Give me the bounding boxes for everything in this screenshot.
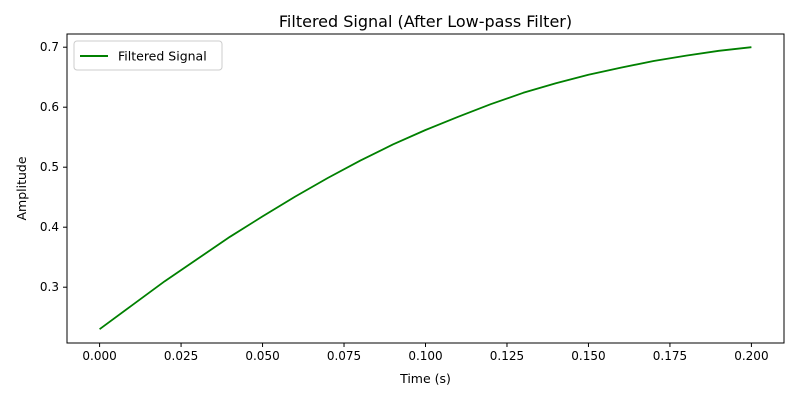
y-axis-label: Amplitude [14, 156, 29, 220]
legend-box [73, 40, 223, 71]
x-tick-label: 0.200 [734, 349, 768, 363]
series-line-filtered-signal [99, 46, 752, 330]
y-tick-label: 0.6 [40, 100, 59, 114]
y-tick-label: 0.3 [40, 280, 59, 294]
x-tick-label: 0.125 [490, 349, 524, 363]
chart-title: Filtered Signal (After Low-pass Filter) [279, 12, 572, 31]
legend: Filtered Signal [73, 40, 223, 71]
x-tick-label: 0.150 [571, 349, 605, 363]
y-axis-ticks: 0.3 0.4 0.5 0.6 0.7 [40, 40, 67, 294]
x-tick-label: 0.050 [245, 349, 279, 363]
x-axis-ticks: 0.000 0.025 0.050 0.075 0.100 0.125 0.150 0.175… [82, 343, 769, 363]
legend-label: Filtered Signal [118, 49, 207, 64]
x-tick-label: 0.100 [408, 349, 442, 363]
y-tick-label: 0.4 [40, 220, 59, 234]
series-group [99, 46, 752, 330]
y-tick-label: 0.7 [40, 40, 59, 54]
x-tick-label: 0.175 [653, 349, 687, 363]
x-tick-label: 0.025 [164, 349, 198, 363]
x-tick-label: 0.000 [82, 349, 116, 363]
y-tick-label: 0.5 [40, 160, 59, 174]
x-tick-label: 0.075 [327, 349, 361, 363]
x-axis-label: Time (s) [399, 371, 451, 386]
plot-area-frame [66, 33, 785, 344]
